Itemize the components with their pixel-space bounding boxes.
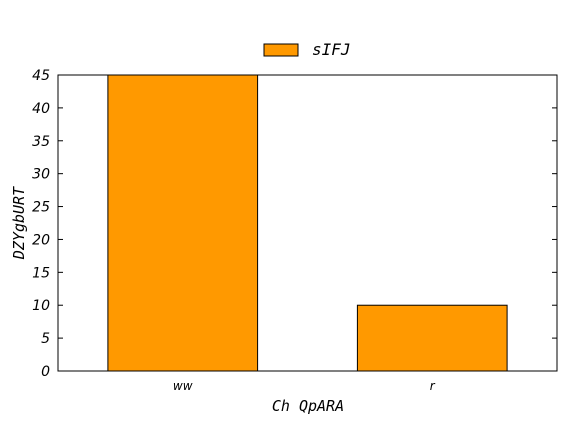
y-tick-label: 35 (32, 134, 50, 150)
y-tick-label: 20 (32, 232, 50, 248)
x-axis-title: Ch QpARA (272, 397, 344, 415)
x-axis-ticks: ww r (173, 379, 436, 393)
y-tick-label: 10 (32, 298, 50, 314)
bar-ww (107, 74, 259, 372)
y-axis-title: DZYgbURT (10, 186, 28, 260)
x-tick-label: ww (173, 379, 193, 393)
y-tick-label: 15 (32, 265, 50, 281)
y-tick-label: 40 (32, 101, 50, 117)
bars (107, 74, 508, 372)
bar-r (356, 304, 508, 372)
legend-label: sIFJ (312, 40, 351, 59)
y-tick-label: 5 (41, 331, 50, 347)
legend: sIFJ (263, 40, 351, 59)
y-tick-label: 25 (32, 200, 50, 216)
legend-swatch (263, 43, 299, 57)
x-tick-label: r (430, 379, 436, 393)
y-axis-ticks: 0 5 10 15 20 25 30 35 40 45 (32, 68, 557, 380)
plot-frame (57, 74, 558, 372)
y-tick-label: 30 (32, 167, 50, 183)
y-tick-label: 45 (32, 68, 50, 84)
y-tick-label: 0 (41, 364, 50, 380)
